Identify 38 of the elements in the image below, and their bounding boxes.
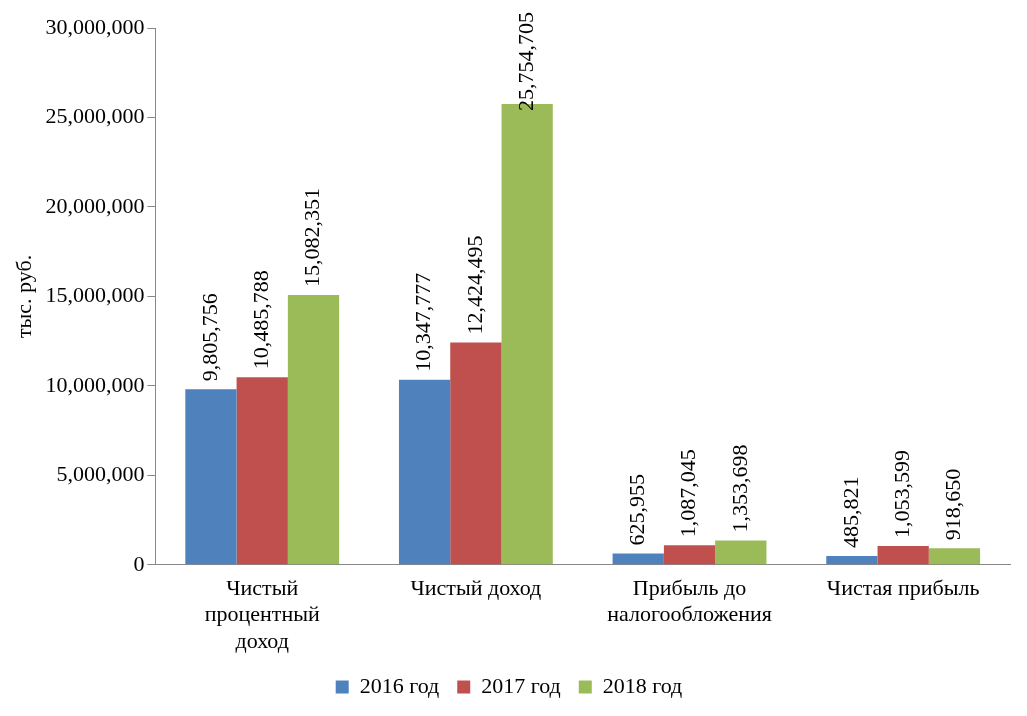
data-label: 918,650 (940, 468, 966, 541)
bar (612, 553, 664, 565)
data-label: 1,353,698 (726, 444, 752, 533)
bar (236, 377, 288, 565)
y-tick-label: 10,000,000 (45, 371, 145, 397)
y-tick-label: 15,000,000 (45, 282, 145, 308)
bar (877, 545, 929, 565)
y-tick-label: 30,000,000 (45, 13, 145, 39)
x-tick-label: Чистый доход (410, 574, 542, 600)
x-tick-label: Чистая прибыль (826, 574, 980, 600)
data-label: 15,082,351 (299, 187, 325, 287)
bar (287, 294, 340, 565)
y-tick-label: 20,000,000 (45, 192, 145, 218)
y-tick-label: 0 (133, 550, 145, 576)
data-label: 485,821 (837, 476, 863, 549)
bar (185, 389, 237, 565)
data-label: 10,485,788 (248, 270, 274, 370)
data-label: 10,347,777 (410, 272, 436, 372)
bar (450, 342, 502, 565)
data-label: 1,053,599 (888, 449, 914, 538)
y-tick-label: 25,000,000 (45, 103, 145, 129)
data-label: 1,087,045 (675, 449, 701, 538)
data-label: 9,805,756 (196, 293, 222, 382)
data-label: 625,955 (624, 474, 650, 546)
data-label: 25,754,705 (512, 12, 538, 111)
data-label: 12,424,495 (461, 235, 487, 335)
bar (663, 545, 716, 565)
legend-label: 2018 год (602, 672, 683, 698)
x-tick-label: Прибыль до налогообложения (607, 574, 772, 627)
legend-label: 2017 год (481, 672, 561, 698)
bar (928, 548, 981, 565)
legend-label: 2016 год (359, 672, 440, 698)
x-tick-label: Чистый процентный доход (204, 574, 320, 653)
bar (715, 540, 767, 565)
bar (826, 556, 878, 565)
bar (398, 379, 451, 565)
y-axis-title: тыс. руб. (10, 254, 36, 339)
y-tick-label: 5,000,000 (56, 461, 145, 487)
